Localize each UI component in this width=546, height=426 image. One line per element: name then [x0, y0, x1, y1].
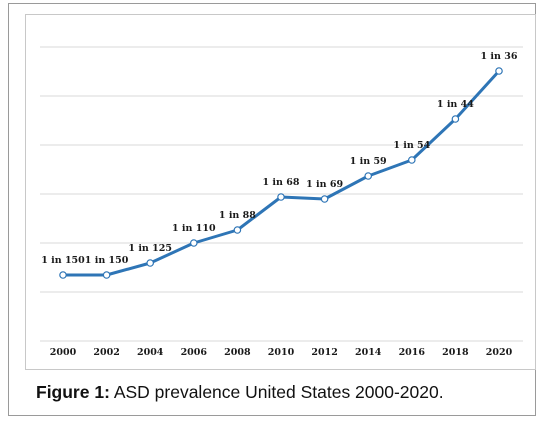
data-label: 1 in 68: [263, 177, 300, 188]
data-point: [59, 271, 67, 279]
data-point: [451, 115, 460, 123]
data-point: [146, 259, 155, 267]
data-point: [495, 67, 503, 75]
data-label: 1 in 125: [128, 243, 172, 254]
data-point: [190, 239, 198, 247]
chart-area: 2000 2002 2004 2006 2008 2010 2012 2014 2016 2018…: [25, 14, 536, 370]
data-label: 1 in 59: [350, 156, 387, 167]
data-label: 1 in 150: [85, 255, 129, 266]
data-point: [364, 172, 373, 180]
figure-frame: 2000 2002 2004 2006 2008 2010 2012 2014 2016 2018…: [8, 3, 536, 416]
data-point: [233, 226, 242, 234]
data-points: [59, 67, 503, 279]
data-label: 1 in 150: [41, 255, 85, 266]
x-tick-label: 2000: [50, 347, 77, 358]
data-label: 1 in 88: [219, 210, 256, 221]
data-label: 1 in 54: [393, 140, 430, 151]
x-tick-label: 2020: [486, 347, 513, 358]
figure-caption: Figure 1: ASD prevalence United States 2…: [36, 382, 444, 403]
x-tick-label: 2014: [355, 347, 382, 358]
x-tick-label: 2016: [399, 347, 426, 358]
data-point: [277, 193, 285, 201]
x-axis-ticks: 2000 2002 2004 2006 2008 2010 2012 2014 2016 2018…: [50, 347, 513, 358]
x-tick-label: 2006: [181, 347, 208, 358]
x-tick-label: 2010: [268, 347, 295, 358]
data-point: [407, 156, 416, 164]
data-label: 1 in 69: [306, 179, 343, 190]
gridlines: [40, 46, 523, 342]
caption-label: Figure 1:: [36, 382, 110, 402]
x-tick-label: 2012: [311, 347, 337, 358]
data-label: 1 in 110: [172, 223, 216, 234]
x-tick-label: 2008: [224, 347, 251, 358]
x-tick-label: 2002: [93, 347, 119, 358]
x-tick-label: 2004: [137, 347, 164, 358]
data-point: [320, 195, 329, 203]
line-chart: 2000 2002 2004 2006 2008 2010 2012 2014 2016 2018…: [40, 46, 523, 358]
caption-text: ASD prevalence United States 2000-2020.: [113, 382, 444, 402]
x-tick-label: 2018: [442, 347, 469, 358]
data-label: 1 in 36: [481, 51, 518, 62]
data-label: 1 in 44: [437, 99, 474, 110]
data-point: [102, 271, 111, 279]
